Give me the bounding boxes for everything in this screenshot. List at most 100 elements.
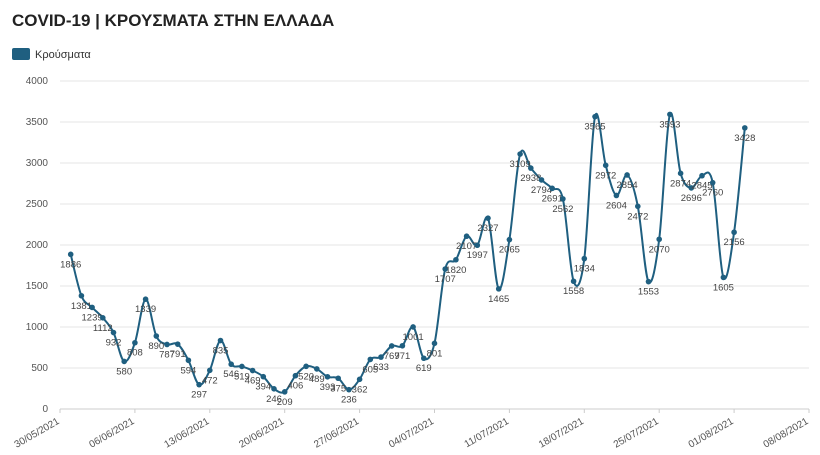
data-label: 619 — [416, 363, 432, 374]
data-point — [506, 236, 513, 243]
data-point — [656, 236, 662, 243]
data-point — [378, 354, 384, 360]
data-label: 808 — [127, 348, 143, 359]
data-label: 394 — [255, 382, 271, 393]
data-point — [249, 367, 256, 374]
y-tick-label: 3500 — [26, 117, 49, 128]
data-label: 2604 — [606, 200, 627, 211]
data-point — [431, 340, 438, 347]
data-point — [720, 274, 727, 281]
data-label: 2327 — [477, 223, 498, 234]
data-point — [667, 111, 673, 118]
data-point — [196, 381, 202, 388]
legend-swatch — [12, 48, 30, 60]
data-label: 2472 — [627, 211, 648, 222]
data-label: 489 — [309, 374, 325, 385]
data-point — [142, 296, 149, 303]
y-tick-label: 500 — [31, 363, 48, 374]
data-point — [207, 367, 213, 374]
data-label: 362 — [352, 384, 368, 395]
data-label: 1997 — [467, 250, 488, 261]
data-point — [699, 172, 705, 179]
data-label: 801 — [427, 348, 443, 359]
data-label: 3565 — [584, 122, 605, 133]
data-point — [281, 389, 288, 395]
data-point — [271, 386, 277, 392]
data-label: 236 — [341, 395, 357, 406]
data-label: 246 — [266, 394, 282, 405]
y-tick-label: 2500 — [26, 199, 49, 210]
data-label: 1820 — [445, 265, 466, 276]
data-point — [549, 185, 555, 192]
data-point — [709, 179, 716, 186]
data-label: 375 — [330, 383, 346, 394]
data-label: 2070 — [649, 244, 670, 255]
data-label: 1239 — [82, 312, 103, 323]
data-label: 472 — [202, 375, 218, 386]
data-point — [346, 386, 352, 393]
data-point — [485, 215, 491, 221]
data-point — [121, 358, 127, 365]
data-point — [292, 372, 299, 379]
data-label: 1605 — [713, 282, 734, 293]
data-label: 3109 — [510, 159, 531, 170]
data-point — [303, 363, 309, 370]
legend-label: Κρούσματα — [35, 49, 91, 61]
data-point — [635, 203, 641, 210]
data-label: 605 — [362, 364, 378, 375]
data-label: 594 — [180, 365, 196, 376]
data-label: 2065 — [499, 245, 520, 256]
data-label: 2760 — [702, 188, 723, 199]
y-tick-label: 3000 — [26, 158, 49, 169]
data-label: 3428 — [734, 133, 755, 144]
data-point — [367, 356, 374, 363]
data-label: 787 — [159, 349, 175, 360]
data-point — [78, 292, 85, 299]
data-label: 1112 — [93, 323, 113, 334]
data-point — [335, 375, 342, 382]
data-point — [517, 151, 523, 157]
data-label: 1886 — [60, 259, 81, 270]
data-label: 3593 — [659, 119, 680, 130]
data-point — [528, 165, 534, 171]
data-label: 633 — [373, 362, 389, 373]
data-label: 1553 — [638, 287, 659, 298]
data-label: 2696 — [681, 193, 702, 204]
data-label: 2156 — [724, 237, 745, 248]
data-label: 546 — [223, 369, 239, 380]
data-point — [453, 256, 459, 263]
data-label: 209 — [277, 397, 293, 408]
data-point — [67, 251, 74, 258]
data-label: 1834 — [574, 264, 595, 275]
data-label: 393 — [320, 382, 336, 393]
data-label: 580 — [116, 366, 132, 377]
data-label: 520 — [298, 371, 314, 382]
data-point — [356, 376, 363, 383]
data-point — [185, 357, 192, 364]
y-tick-label: 1500 — [26, 281, 49, 292]
data-label: 2938 — [520, 173, 541, 184]
data-label: 2691 — [542, 193, 563, 204]
data-label: 771 — [394, 351, 410, 362]
data-point — [217, 337, 224, 344]
data-point — [110, 329, 117, 336]
data-point — [677, 170, 684, 177]
data-point — [613, 192, 620, 199]
data-point — [421, 355, 427, 362]
data-point — [463, 233, 470, 240]
data-point — [174, 341, 181, 347]
data-point — [239, 363, 245, 370]
data-label: 932 — [106, 338, 122, 349]
data-label: 469 — [245, 376, 261, 387]
data-point — [314, 366, 320, 372]
data-point — [132, 339, 138, 346]
data-label: 769 — [384, 351, 400, 362]
data-point — [153, 333, 160, 339]
data-label: 2794 — [531, 185, 552, 196]
data-point — [592, 113, 598, 120]
data-label: 2845 — [691, 181, 712, 192]
data-point — [688, 185, 695, 191]
data-label: 2854 — [617, 180, 638, 191]
